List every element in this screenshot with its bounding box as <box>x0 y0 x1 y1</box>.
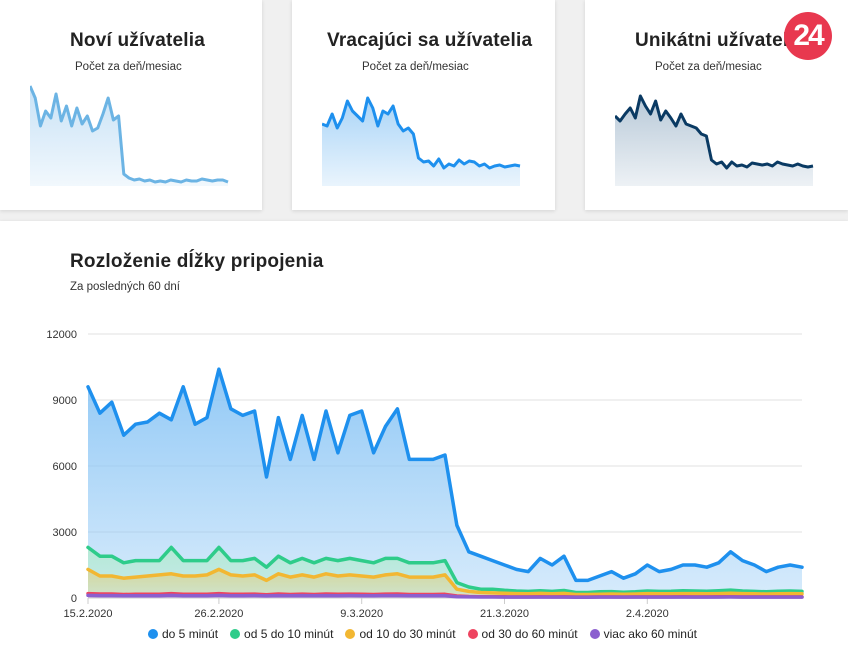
y-tick-label: 12000 <box>46 329 77 341</box>
x-tick-label: 26.2.2020 <box>194 608 243 620</box>
legend-label: od 30 do 60 minút <box>481 627 578 641</box>
connection-length-card: Rozloženie dĺžky pripojenia Za poslednýc… <box>0 221 848 667</box>
card-new-users: Noví užívatelia Počet za deň/mesiac <box>0 0 262 210</box>
x-tick-label: 2.4.2020 <box>626 608 669 620</box>
card-title: Vracajúci sa užívatelia <box>327 30 533 51</box>
legend-dot <box>345 629 356 639</box>
sparkline-line <box>615 94 814 170</box>
chart-legend: do 5 minút od 5 do 10 minút od 10 do 30 … <box>148 627 697 641</box>
legend-dot <box>230 629 241 639</box>
brand-logo: 24 <box>784 12 832 60</box>
series-area <box>88 369 802 598</box>
sparkline-area <box>615 96 813 186</box>
legend-dot <box>148 629 158 639</box>
legend-label: od 5 do 10 minút <box>244 627 334 641</box>
series-line <box>86 545 804 595</box>
series-line <box>86 367 804 583</box>
card-title: Noví užívatelia <box>70 30 205 51</box>
card-subtitle: Počet za deň/mesiac <box>655 61 762 73</box>
sparkline-line <box>322 96 521 170</box>
y-tick-label: 0 <box>71 593 77 605</box>
legend-label: viac ako 60 minút <box>603 627 697 641</box>
legend-item-0[interactable]: do 5 minút <box>148 627 218 641</box>
series-area <box>88 569 802 598</box>
legend-label: do 5 minút <box>162 627 219 641</box>
y-tick-label: 9000 <box>53 395 77 407</box>
chart-title: Rozloženie dĺžky pripojenia <box>70 251 324 272</box>
sparkline-unique-users <box>615 94 814 186</box>
card-subtitle: Počet za deň/mesiac <box>362 61 469 73</box>
sparkline-area <box>322 98 520 186</box>
legend-item-3[interactable]: od 30 do 60 minút <box>467 627 578 641</box>
series-line <box>86 567 804 597</box>
legend-item-4[interactable]: viac ako 60 minút <box>589 627 697 641</box>
chart-subtitle: Za posledných 60 dní <box>70 281 180 293</box>
sparkline-line <box>30 85 229 184</box>
card-subtitle: Počet za deň/mesiac <box>75 61 182 73</box>
sparkline-returning-users <box>322 96 521 186</box>
x-tick-label: 9.3.2020 <box>340 608 383 620</box>
legend-label: od 10 do 30 minút <box>359 627 456 641</box>
card-returning-users: Vracajúci sa užívatelia Počet za deň/mes… <box>292 0 555 210</box>
sparkline-area <box>30 86 228 186</box>
x-tick-label: 15.2.2020 <box>64 608 113 620</box>
y-tick-label: 3000 <box>53 527 77 539</box>
x-tick-label: 21.3.2020 <box>480 608 529 620</box>
legend-item-1[interactable]: od 5 do 10 minút <box>230 627 333 641</box>
series-line <box>86 593 804 599</box>
legend-dot <box>467 629 478 639</box>
legend-item-2[interactable]: od 10 do 30 minút <box>345 627 456 641</box>
connection-length-chart: 12000 9000 6000 3000 0 15.2.2020 26.2.2020 9.3.… <box>46 329 804 620</box>
y-tick-label: 6000 <box>53 461 77 473</box>
legend-dot <box>589 629 600 639</box>
card-title: Unikátni užívatelia <box>635 30 805 51</box>
sparkline-new-users <box>30 85 229 186</box>
